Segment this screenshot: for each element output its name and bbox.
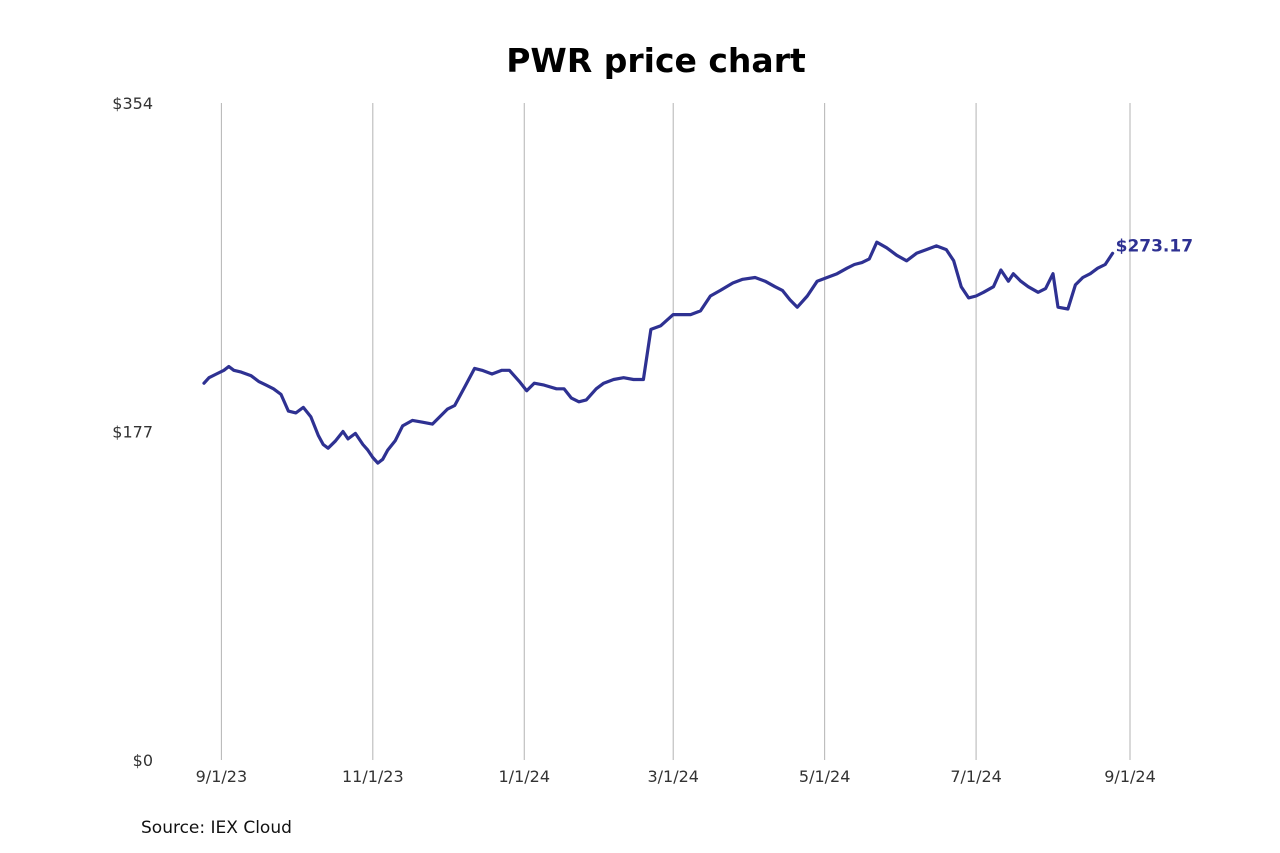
x-tick-label: 1/1/24 [499,767,551,786]
x-tick-label: 5/1/24 [799,767,851,786]
x-tick-labels: 9/1/23 11/1/23 1/1/24 3/1/24 5/1/24 7/1/24 9/1… [196,767,1156,786]
y-tick-label: $177 [112,423,153,442]
x-tick-label: 9/1/23 [196,767,248,786]
x-tick-label: 3/1/24 [647,767,699,786]
x-tick-label: 7/1/24 [950,767,1002,786]
last-value-label: $273.17 [1116,236,1193,256]
x-gridlines [220,103,1131,760]
y-tick-label: $0 [133,751,153,770]
y-tick-label: $354 [112,94,153,113]
chart-title: PWR price chart [506,41,806,80]
source-label: Source: IEX Cloud [141,818,292,838]
x-tick-label: 9/1/24 [1104,767,1156,786]
x-tick-label: 11/1/23 [342,767,404,786]
price-series-line [202,240,1115,465]
y-tick-labels: $354 $177 $0 [112,94,153,770]
